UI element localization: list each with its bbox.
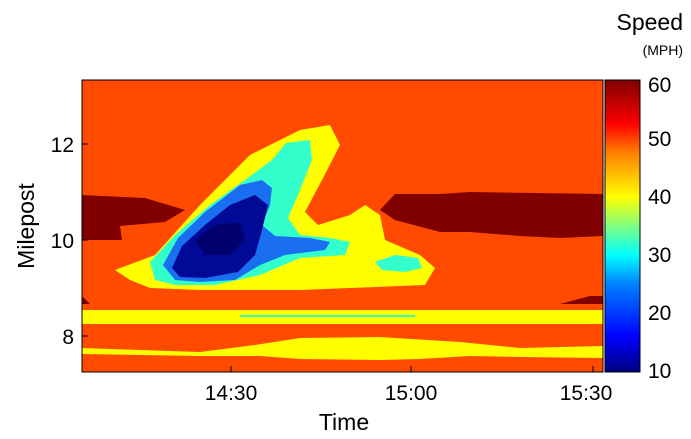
y-tick-label: 10: [51, 230, 74, 253]
severe-congestion-center: [195, 222, 245, 255]
slow-region-small: [375, 255, 422, 272]
colorbar-gradient: [604, 79, 641, 373]
colorbar-tick-label: 20: [648, 302, 671, 325]
free-flow-band-right: [380, 192, 603, 238]
free-flow-sliver-right: [560, 296, 603, 304]
y-axis-label: Milepost: [13, 183, 39, 269]
y-axis: 8 10 12 Milepost: [13, 134, 88, 349]
colorbar-tick-label: 40: [648, 186, 671, 209]
colorbar-tick-label: 60: [648, 74, 671, 97]
plot-border: [81, 79, 604, 373]
colorbar-unit: (MPH): [643, 42, 683, 58]
colorbar-tick-label: 30: [648, 244, 671, 267]
free-flow-band-left: [82, 195, 185, 240]
x-tick-label: 15:30: [560, 382, 613, 405]
plot-area: [82, 80, 603, 372]
x-axis: 14:30 15:00 15:30 Time: [205, 366, 613, 435]
y-tick-label: 12: [51, 134, 74, 157]
colorbar-tick-label: 10: [648, 360, 671, 383]
colorbar-tick-label: 50: [648, 128, 671, 151]
moderate-band-lower: [82, 337, 603, 360]
y-tick-label: 8: [62, 326, 74, 349]
free-flow-sliver-left: [82, 296, 90, 304]
x-tick-label: 14:30: [205, 382, 258, 405]
x-axis-label: Time: [319, 409, 369, 434]
x-tick-label: 15:00: [385, 382, 438, 405]
colorbar: Speed (MPH) 10 20 30 40 50 60: [604, 9, 683, 383]
colorbar-title: Speed: [616, 9, 683, 35]
